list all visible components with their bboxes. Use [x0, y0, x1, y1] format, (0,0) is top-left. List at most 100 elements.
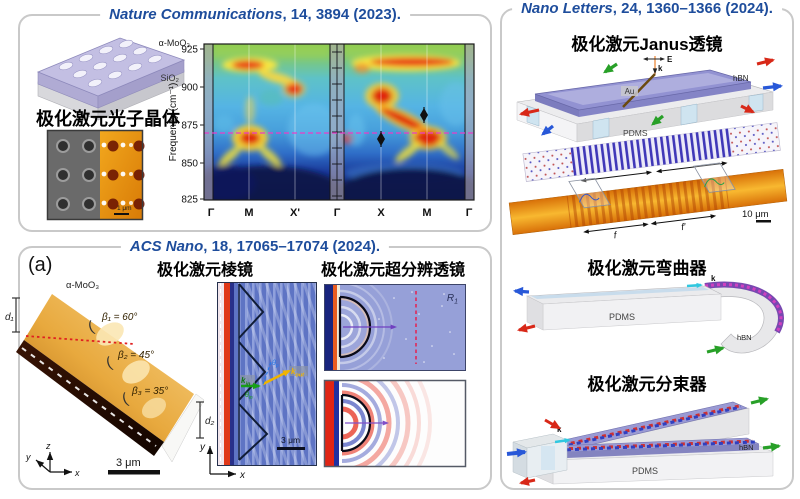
- svg-text:925: 925: [181, 45, 198, 56]
- scale-10um: 10 μm: [742, 209, 769, 220]
- svg-text:(: (: [104, 354, 114, 372]
- janus-title: 极化激元Janus透镜: [571, 35, 723, 54]
- janus-field-strip: [522, 122, 781, 184]
- splitter-schematic: PDMS hBN k: [506, 394, 782, 488]
- theta-p-label: θp: [272, 360, 279, 369]
- mid-ticks: [332, 51, 342, 197]
- svg-text:Γ: Γ: [208, 207, 215, 219]
- f-label: f: [613, 230, 618, 241]
- svg-text:(: (: [120, 390, 130, 408]
- svg-text:X: X: [377, 207, 385, 219]
- bender-title: 极化激元弯曲器: [587, 259, 707, 278]
- citation-nature: Nature Communications, 14, 3894 (2023).: [100, 4, 410, 26]
- prism-axes: y x: [199, 442, 246, 481]
- panel-nature-communications: Nature Communications, 14, 3894 (2023). …: [18, 4, 492, 232]
- scale-3um: 3 μm: [281, 435, 300, 445]
- xyz-axes: z x y: [25, 441, 80, 478]
- panel-nano-letters: Nano Letters, 24, 1360–1366 (2024). 极化激元…: [500, 0, 794, 490]
- heatmap-blobs: [204, 44, 474, 200]
- d2-label: d₂: [205, 416, 215, 427]
- panel-a-tag: (a): [28, 254, 53, 276]
- f-prime-label: f′: [681, 221, 688, 233]
- svg-text:875: 875: [181, 121, 198, 132]
- citation-rest: , 24, 1360–1366 (2024).: [612, 0, 773, 17]
- journal-name: Nature Communications: [109, 6, 283, 23]
- journal-name: Nano Letters: [521, 0, 613, 17]
- citation-acs: ACS Nano, 18, 17065–17074 (2024).: [120, 236, 390, 258]
- k-label: k: [711, 274, 716, 283]
- x-label: x: [74, 468, 80, 478]
- kout-label: kout: [291, 367, 305, 379]
- sem-holes: [56, 139, 96, 211]
- dispersion-heatmap: Frequency (cm⁻¹) 925 900 875 850 825 Γ M…: [168, 43, 475, 219]
- bender-schematic: PDMS hBN k: [512, 274, 784, 355]
- panel-dividers: [212, 44, 466, 200]
- svg-text:(: (: [86, 318, 96, 336]
- bz-gridlines: [248, 44, 428, 200]
- kin-label: kin: [241, 376, 251, 388]
- prism-title: 极化激元棱镜: [156, 262, 253, 279]
- svg-text:M: M: [244, 207, 253, 219]
- r1-label: R1: [447, 293, 458, 306]
- z-label: z: [45, 441, 51, 451]
- hbn-label: hBN: [739, 443, 754, 452]
- y-axis-label: Frequency (cm⁻¹): [168, 83, 179, 162]
- y-label: y: [25, 452, 31, 462]
- prism-outline: [238, 283, 269, 461]
- svg-text:Γ: Γ: [466, 207, 473, 219]
- svg-text:825: 825: [181, 195, 198, 206]
- photonic-crystal-schematic: α-MoO₃ SiO₂: [36, 37, 191, 121]
- crystal-nearfield-image: 1 μm: [46, 129, 145, 221]
- beta3-label: β₃ = 35°: [131, 386, 168, 397]
- d2-bracket: [196, 401, 204, 439]
- afm-prism-3d: ( ( ( α-MoO₃ β₁ = 60° β₂ = 45° β₃ = 35° …: [5, 280, 215, 478]
- y-tick-labels: 925 900 875 850 825: [181, 45, 198, 206]
- svg-text:900: 900: [181, 83, 198, 94]
- journal-name: ACS Nano: [129, 238, 204, 255]
- diamond-marker-1: [420, 107, 428, 123]
- beta2-label: β₂ = 45°: [117, 350, 154, 361]
- d1-bracket: [12, 297, 20, 333]
- noise-dots: [378, 291, 455, 363]
- moo3-label: α-MoO₃: [159, 38, 191, 48]
- theta-in-label: θin: [245, 392, 253, 401]
- superlens-simulation: [323, 379, 467, 468]
- janus-intensity-strip: f f′: [508, 162, 788, 241]
- superlens-title: 极化激元超分辨透镜: [320, 262, 465, 279]
- y-ticks: [200, 48, 204, 200]
- au-label: Au: [625, 87, 635, 96]
- hbn-label: hBN: [737, 333, 752, 342]
- diamond-marker-2: [377, 131, 385, 147]
- panel-acs-nano: ACS Nano, 18, 17065–17074 (2024). (a) ( …: [5, 236, 492, 490]
- citation-rest: , 18, 17065–17074 (2024).: [203, 238, 381, 255]
- pdms-label: PDMS: [609, 312, 635, 322]
- nearfield-spots: [101, 140, 145, 210]
- x-tick-labels: Γ M X' Γ X M Γ: [208, 207, 473, 219]
- e-field-label: E: [667, 55, 673, 64]
- x-label: x: [239, 470, 246, 481]
- superlens-experiment: R1: [324, 284, 466, 371]
- svg-text:X': X': [290, 207, 300, 219]
- splitter-title: 极化激元分束器: [587, 375, 707, 394]
- y-label: y: [199, 442, 206, 453]
- hole-array: [58, 39, 163, 88]
- prism-nearfield-image: kin kout θp θin 3 μm: [217, 282, 317, 466]
- step-marks: ( ( (: [86, 318, 130, 408]
- scale-1um: 1 μm: [117, 205, 132, 212]
- janus-scale: 10 μm: [742, 209, 771, 223]
- pdms-label: PDMS: [632, 466, 658, 476]
- scale-3um: 3 μm: [116, 457, 141, 469]
- svg-text:M: M: [422, 207, 431, 219]
- d1-label: d₁: [5, 312, 14, 323]
- citation-rest: , 14, 3894 (2023).: [282, 6, 401, 23]
- hbn-label: hBN: [733, 74, 749, 83]
- beta1-label: β₁ = 60°: [101, 312, 137, 323]
- svg-text:Γ: Γ: [334, 207, 341, 219]
- moo3-label: α-MoO₃: [66, 280, 99, 291]
- sio2-label: SiO₂: [161, 73, 180, 83]
- span-arrows: [582, 162, 726, 182]
- pdms-label: PDMS: [623, 128, 648, 138]
- crystal-title: 极化激元光子晶体: [36, 109, 180, 129]
- janus-lens-schematic: Au E k hBN PDMS: [516, 55, 784, 143]
